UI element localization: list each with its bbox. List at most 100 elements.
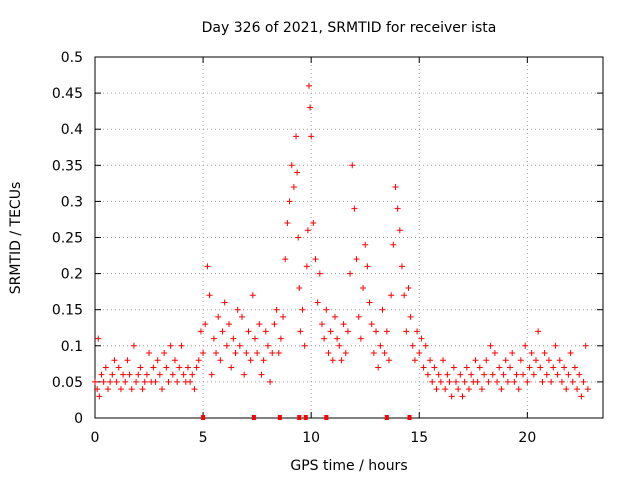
data-point — [457, 371, 464, 378]
data-point — [414, 328, 421, 335]
data-point — [509, 350, 516, 357]
y-tick-label: 0.15 — [52, 303, 83, 319]
data-point — [537, 364, 544, 371]
data-points — [92, 82, 591, 400]
data-point — [306, 82, 313, 89]
data-point — [133, 378, 140, 385]
data-point — [347, 270, 354, 277]
data-point — [420, 364, 427, 371]
data-point — [238, 313, 245, 320]
data-point — [294, 169, 301, 176]
data-point — [247, 357, 254, 364]
data-point — [528, 350, 535, 357]
data-point — [260, 357, 267, 364]
data-point — [394, 205, 401, 212]
data-point — [234, 306, 241, 313]
data-point — [275, 350, 282, 357]
data-point — [277, 335, 284, 342]
data-point — [578, 393, 585, 400]
data-point — [476, 364, 483, 371]
data-point — [385, 357, 392, 364]
data-point — [569, 378, 576, 385]
data-point — [262, 328, 269, 335]
data-point — [271, 321, 278, 328]
data-point — [472, 357, 479, 364]
data-point — [543, 371, 550, 378]
data-point — [115, 364, 122, 371]
data-point — [314, 299, 321, 306]
data-point — [507, 364, 514, 371]
data-point — [409, 342, 416, 349]
data-point — [580, 378, 587, 385]
data-point — [513, 371, 520, 378]
data-point — [362, 241, 369, 248]
data-point — [349, 162, 356, 169]
data-point — [169, 371, 176, 378]
data-point — [146, 350, 153, 357]
data-point — [411, 357, 418, 364]
data-point — [202, 321, 209, 328]
data-point — [504, 378, 511, 385]
data-point — [228, 364, 235, 371]
data-point — [193, 364, 200, 371]
data-point — [113, 378, 120, 385]
data-point — [554, 371, 561, 378]
data-point — [318, 321, 325, 328]
data-point — [418, 335, 425, 342]
data-point — [373, 328, 380, 335]
data-point — [204, 263, 211, 270]
data-point — [424, 371, 431, 378]
y-tick-label: 0.5 — [61, 50, 83, 66]
data-point — [316, 270, 323, 277]
y-tick-label: 0 — [74, 411, 83, 427]
data-point — [334, 335, 341, 342]
data-point — [383, 328, 390, 335]
data-point — [226, 321, 233, 328]
data-point — [403, 328, 410, 335]
data-point — [267, 378, 274, 385]
data-point — [541, 350, 548, 357]
chart-title: Day 326 of 2021, SRMTID for receiver ist… — [202, 20, 497, 36]
data-point — [159, 386, 166, 393]
data-point — [143, 371, 150, 378]
data-point — [269, 350, 276, 357]
data-point — [474, 378, 481, 385]
data-point — [124, 357, 131, 364]
data-point — [351, 205, 358, 212]
data-point — [489, 371, 496, 378]
data-point — [297, 328, 304, 335]
data-point — [111, 357, 118, 364]
data-point — [461, 378, 468, 385]
data-point — [375, 364, 382, 371]
data-point — [95, 335, 102, 342]
data-point — [325, 350, 332, 357]
data-point — [256, 321, 263, 328]
data-point — [502, 357, 509, 364]
data-point — [221, 299, 228, 306]
data-point — [388, 292, 395, 299]
data-point — [139, 386, 146, 393]
data-point — [487, 342, 494, 349]
baseline-markers — [201, 415, 412, 420]
data-point — [459, 393, 466, 400]
data-point — [440, 357, 447, 364]
data-point — [545, 357, 552, 364]
data-point — [141, 378, 148, 385]
data-point — [191, 386, 198, 393]
data-point — [236, 342, 243, 349]
data-point — [336, 342, 343, 349]
data-point — [355, 313, 362, 320]
data-point — [500, 371, 507, 378]
data-point — [102, 364, 109, 371]
data-point — [117, 386, 124, 393]
data-point — [215, 313, 222, 320]
data-point — [176, 364, 183, 371]
x-tick-label: 0 — [91, 430, 100, 446]
data-point — [109, 371, 116, 378]
data-point — [530, 371, 537, 378]
data-point — [280, 313, 287, 320]
data-point — [258, 371, 265, 378]
data-point — [152, 378, 159, 385]
data-point — [517, 357, 524, 364]
data-point — [576, 371, 583, 378]
